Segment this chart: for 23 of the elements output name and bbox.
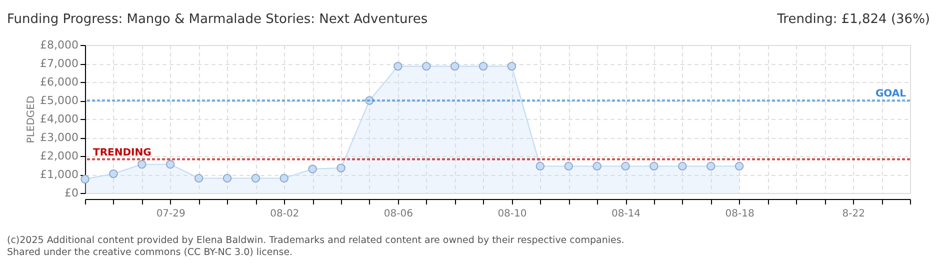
- y-tick-label: £4,000: [40, 112, 78, 126]
- chart-title: Funding Progress: Mango & Marmalade Stories: Next Adventures: [7, 12, 428, 27]
- y-tick-label: £2,000: [40, 150, 78, 162]
- ref-line-label: TRENDING: [93, 147, 152, 158]
- y-tick-label: £1,000: [40, 168, 78, 181]
- ref-line-label: GOAL: [875, 88, 907, 100]
- x-tick-label: 08-06: [384, 208, 413, 220]
- y-axis-title: PLEDGED: [26, 96, 38, 144]
- y-tick-label: £6,000: [40, 76, 78, 88]
- y-tick-label: £5,000: [40, 94, 78, 107]
- y-tick-label: £3,000: [40, 131, 78, 144]
- y-tick-label: £0: [64, 186, 78, 200]
- text: Shared under the creative commons (CC BY-NC 3.0) license.: [7, 247, 293, 258]
- text: (c)2025 Additional content provided by Elena Baldwin. Trademarks and related content are owned by their respective companies.: [7, 235, 624, 246]
- x-tick-label: 08-18: [725, 208, 754, 220]
- y-tick-label: £8,000: [40, 38, 78, 52]
- x-tick-label: 08-10: [498, 208, 527, 220]
- x-tick-label: 08-14: [611, 208, 641, 220]
- y-tick-label: £7,000: [40, 57, 78, 70]
- x-tick-label: 07-29: [156, 208, 186, 220]
- text: Trending: £1,824 (36%): [776, 12, 930, 27]
- x-tick-label: 8-22: [842, 208, 865, 220]
- x-tick-label: 08-02: [270, 208, 300, 220]
